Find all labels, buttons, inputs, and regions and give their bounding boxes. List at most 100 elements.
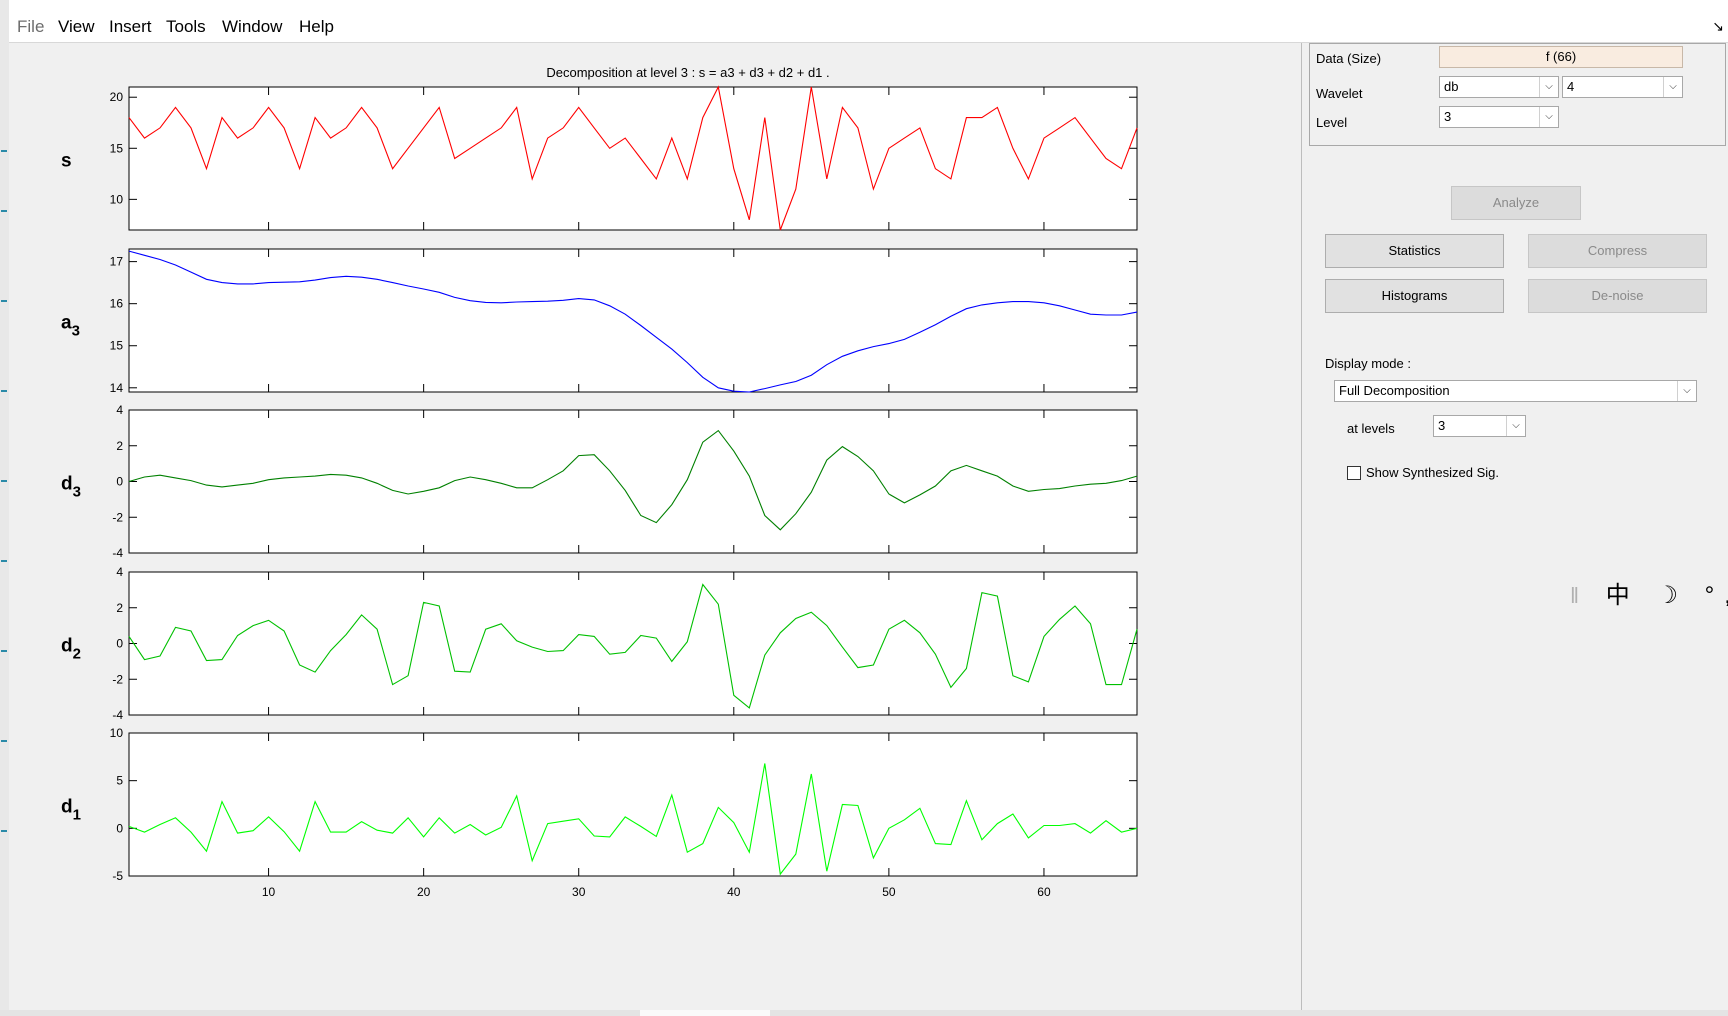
- edge-tick: [1, 390, 7, 392]
- corner-arrow-icon: ↘: [1712, 18, 1724, 34]
- ime-separator: ‖: [1570, 583, 1590, 608]
- x-tick-label: 50: [882, 885, 896, 899]
- moon-icon[interactable]: ☽: [1656, 582, 1688, 609]
- chevron-down-icon: ⌵: [1677, 381, 1696, 401]
- y-tick-label: 15: [110, 339, 124, 353]
- y-tick-label: 0: [116, 475, 123, 489]
- y-tick-label: 15: [110, 141, 124, 155]
- series-line-d3: [128, 429, 1138, 531]
- y-tick-label: 10: [110, 726, 124, 740]
- menu-insert[interactable]: Insert: [109, 17, 152, 36]
- ime-toolbar: ‖ 中 ☽ °, 簡: [1570, 575, 1728, 610]
- at-levels-label: at levels: [1347, 421, 1395, 436]
- row-label-d1: d1: [61, 797, 81, 824]
- statistics-button[interactable]: Statistics: [1325, 234, 1504, 268]
- menu-tools[interactable]: Tools: [166, 17, 206, 36]
- x-tick-label: 10: [262, 885, 276, 899]
- display-mode-select[interactable]: Full Decomposition ⌵: [1334, 380, 1697, 402]
- panel-divider: [1301, 43, 1302, 1010]
- wavelet-family-value: db: [1444, 79, 1459, 94]
- menu-file[interactable]: File: [17, 17, 45, 36]
- level-select[interactable]: 3 ⌵: [1439, 106, 1559, 128]
- wavelet-label: Wavelet: [1316, 86, 1363, 101]
- ime-chinese-mode[interactable]: 中: [1605, 582, 1640, 609]
- show-synthesized-label: Show Synthesized Sig.: [1366, 465, 1499, 480]
- series-line-a3: [128, 250, 1138, 393]
- y-tick-label: 20: [110, 90, 124, 104]
- show-synthesized-checkbox[interactable]: [1347, 466, 1361, 480]
- x-tick-label: 60: [1037, 885, 1051, 899]
- x-tick-label: 40: [727, 885, 741, 899]
- y-tick-label: -4: [112, 708, 123, 722]
- y-tick-label: 10: [110, 192, 124, 206]
- data-size-label: Data (Size): [1316, 51, 1382, 66]
- edge-tick: [1, 560, 7, 562]
- axes-d3: -4 -2 0 2 4 d3: [61, 403, 1138, 560]
- x-tick-label: 30: [572, 885, 586, 899]
- data-info-box: [1309, 43, 1726, 146]
- y-tick-label: 16: [110, 297, 124, 311]
- axes-a3: 14 15 16 17 a3: [61, 248, 1138, 395]
- axes-frame: [128, 732, 1138, 877]
- edge-tick: [1, 650, 7, 652]
- display-mode-label: Display mode :: [1325, 356, 1411, 371]
- menu-bar: File View Insert Tools Window Help ↘: [9, 0, 1728, 43]
- edge-tick: [1, 740, 7, 742]
- y-tick-label: 4: [116, 565, 123, 579]
- at-levels-value: 3: [1438, 418, 1446, 433]
- y-tick-label: 0: [116, 821, 123, 835]
- series-line-d2: [128, 583, 1138, 709]
- axes-d1: -5 0 5 10 d1 10 20 30 40 50 60: [61, 726, 1138, 899]
- y-tick-label: 17: [110, 255, 124, 269]
- plot-area: Decomposition at level 3 : s = a3 + d3 +…: [9, 43, 1301, 1010]
- control-panel: Data (Size) f (66) Wavelet db ⌵ 4 ⌵ Leve…: [1302, 43, 1728, 1010]
- x-tick-label: 20: [417, 885, 431, 899]
- y-tick-label: 4: [116, 403, 123, 417]
- axes-frame: [128, 409, 1138, 554]
- y-tick-label: 0: [116, 637, 123, 651]
- chevron-down-icon: ⌵: [1539, 77, 1558, 97]
- denoise-button[interactable]: De-noise: [1528, 279, 1707, 313]
- row-label-s: s: [61, 151, 72, 172]
- axes-s: 10 15 20 s: [61, 85, 1138, 231]
- decomposition-figure: Decomposition at level 3 : s = a3 + d3 +…: [61, 65, 1138, 899]
- wavelet-order-value: 4: [1567, 79, 1575, 94]
- histograms-button[interactable]: Histograms: [1325, 279, 1504, 313]
- y-tick-label: 14: [110, 381, 124, 395]
- y-tick-label: 5: [116, 774, 123, 788]
- wavelet-family-select[interactable]: db ⌵: [1439, 76, 1559, 98]
- chevron-down-icon: ⌵: [1506, 416, 1525, 436]
- edge-tick: [1, 210, 7, 212]
- display-mode-value: Full Decomposition: [1339, 383, 1450, 398]
- y-tick-label: -2: [112, 510, 123, 524]
- at-levels-select[interactable]: 3 ⌵: [1433, 415, 1526, 437]
- y-tick-label: 2: [116, 601, 123, 615]
- bottom-scroll-strip: [0, 1010, 1728, 1016]
- row-label-d3: d3: [61, 474, 81, 501]
- ime-punctuation[interactable]: °,: [1704, 582, 1728, 609]
- chevron-down-icon: ⌵: [1539, 107, 1558, 127]
- series-line-d1: [128, 763, 1138, 876]
- data-size-value: f (66): [1439, 46, 1683, 68]
- row-label-a3: a3: [61, 313, 80, 340]
- series-line-s: [128, 85, 1138, 231]
- chevron-down-icon: ⌵: [1663, 77, 1682, 97]
- level-label: Level: [1316, 115, 1348, 130]
- edge-tick: [1, 300, 7, 302]
- axes-frame: [128, 86, 1138, 231]
- level-value: 3: [1444, 109, 1452, 124]
- menu-window[interactable]: Window: [222, 17, 283, 36]
- scroll-knob[interactable]: [640, 1010, 770, 1016]
- y-tick-label: -5: [112, 869, 123, 883]
- y-tick-label: 2: [116, 439, 123, 453]
- menu-help[interactable]: Help: [299, 17, 334, 36]
- wavelet-order-select[interactable]: 4 ⌵: [1562, 76, 1683, 98]
- axes-d2: -4 -2 0 2 4 d2: [61, 565, 1138, 722]
- y-tick-label: -2: [112, 672, 123, 686]
- edge-tick: [1, 830, 7, 832]
- edge-tick: [1, 150, 7, 152]
- analyze-button[interactable]: Analyze: [1451, 186, 1581, 220]
- compress-button[interactable]: Compress: [1528, 234, 1707, 268]
- row-label-d2: d2: [61, 636, 81, 663]
- menu-view[interactable]: View: [58, 17, 95, 36]
